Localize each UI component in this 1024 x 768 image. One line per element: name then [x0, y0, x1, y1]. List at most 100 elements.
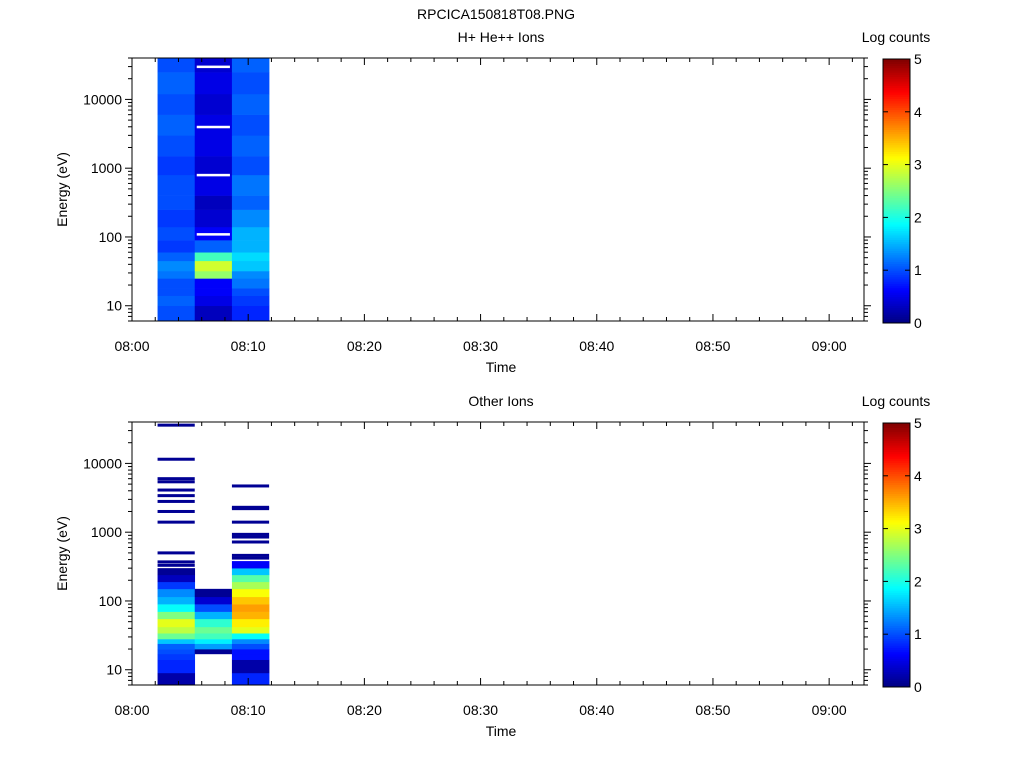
colorbar-step [883, 616, 910, 620]
colorbar-step [883, 464, 910, 468]
colorbar-step [883, 158, 910, 161]
data-gap [196, 65, 230, 69]
colorbar-step [883, 111, 910, 115]
heatmap-cell [157, 135, 196, 157]
colorbar-step [883, 445, 910, 448]
colorbar-step [883, 169, 910, 172]
heatmap-cell [194, 93, 233, 115]
colorbar-step [883, 533, 910, 536]
heatmap-cell [157, 581, 196, 590]
colorbar-step [883, 65, 910, 69]
heatmap-cell [157, 226, 196, 241]
y-tick-label: 100 [99, 593, 123, 609]
colorbar-step [883, 127, 910, 130]
data-gap [196, 233, 230, 236]
colorbar-step [883, 153, 910, 157]
colorbar-step [883, 241, 910, 245]
heatmap-cell [231, 114, 270, 136]
colorbar-step [883, 629, 910, 633]
colorbar-step [883, 129, 910, 133]
heatmap-cell [194, 278, 233, 289]
heatmap-cell [231, 135, 270, 157]
colorbar-step [883, 307, 910, 311]
colorbar-step [883, 279, 910, 282]
heatmap-cell [157, 156, 196, 176]
colorbar-step [883, 640, 910, 644]
colorbar-step [883, 667, 910, 670]
colorbar-step [883, 566, 910, 569]
colorbar-step [883, 592, 910, 596]
page-title: RPCICA150818T08.PNG [417, 6, 575, 22]
heatmap-cell [231, 156, 270, 176]
heatmap-cell [231, 305, 270, 322]
heatmap-cell [194, 618, 233, 628]
colorbar-step [883, 660, 910, 664]
colorbar-step [883, 528, 910, 532]
y-tick-label: 1000 [91, 160, 122, 176]
colorbar-step [883, 292, 910, 295]
colorbar-step [883, 658, 910, 662]
colorbar-step [883, 202, 910, 205]
heatmap-cell [231, 295, 270, 307]
colorbar-step [883, 500, 910, 503]
heatmap-cell [157, 114, 196, 136]
colorbar-step [883, 320, 910, 324]
colorbar-step [883, 182, 910, 185]
heatmap-cells [157, 423, 270, 686]
colorbar-step [883, 623, 910, 626]
colorbar-step [883, 215, 910, 218]
colorbar-step [883, 155, 910, 159]
colorbar-step [883, 160, 910, 163]
heatmap-cell [231, 643, 270, 650]
colorbar-step [883, 303, 910, 306]
panel-other-ions: Other Ions 08:00 08:10 08:20 08:30 08:40 08:50… [54, 393, 930, 739]
heatmap-cell [231, 649, 270, 655]
count-line [231, 535, 270, 539]
colorbar-step [883, 673, 910, 677]
colorbar-step [883, 217, 910, 221]
heatmap-cell [157, 288, 196, 296]
colorbar-step [883, 647, 910, 651]
count-line [157, 488, 195, 492]
colorbar-step [883, 563, 910, 567]
colorbar-step [883, 491, 910, 494]
colorbar-step [883, 460, 910, 464]
heatmap-cell [194, 633, 233, 640]
colorbar-step [883, 195, 910, 199]
colorbar-step [883, 70, 910, 73]
heatmap-cell [231, 604, 270, 612]
colorbar-step [883, 120, 910, 124]
heatmap-cell [194, 596, 233, 605]
colorbar-step [883, 184, 910, 188]
colorbar-step [883, 318, 910, 322]
heatmap-cell [194, 588, 233, 598]
heatmap-cell [194, 643, 233, 650]
colorbar-step [883, 555, 910, 558]
heatmap-cell [231, 638, 270, 644]
colorbar-step [883, 105, 910, 108]
colorbar-step [883, 480, 910, 483]
colorbar-step [883, 305, 910, 309]
colorbar-step [883, 517, 910, 521]
colorbar-step [883, 166, 910, 170]
colorbar-step [883, 314, 910, 317]
colorbar-step [883, 636, 910, 640]
colorbar-step [883, 462, 910, 466]
colorbar-step [883, 103, 910, 106]
colorbar-step [883, 226, 910, 229]
colorbar-label: Log counts [862, 29, 931, 45]
colorbar-tick-label: 0 [914, 679, 922, 695]
colorbar-step [883, 208, 910, 212]
colorbar-step [883, 431, 910, 435]
colorbar-step [883, 235, 910, 238]
colorbar-step [883, 671, 910, 675]
count-line [231, 484, 270, 488]
colorbar-step [883, 114, 910, 117]
colorbar-step [883, 682, 910, 686]
colorbar-step [883, 186, 910, 190]
colorbar-step [883, 442, 910, 446]
colorbar-step [883, 654, 910, 657]
colorbar-step [883, 243, 910, 247]
colorbar-step [883, 250, 910, 254]
